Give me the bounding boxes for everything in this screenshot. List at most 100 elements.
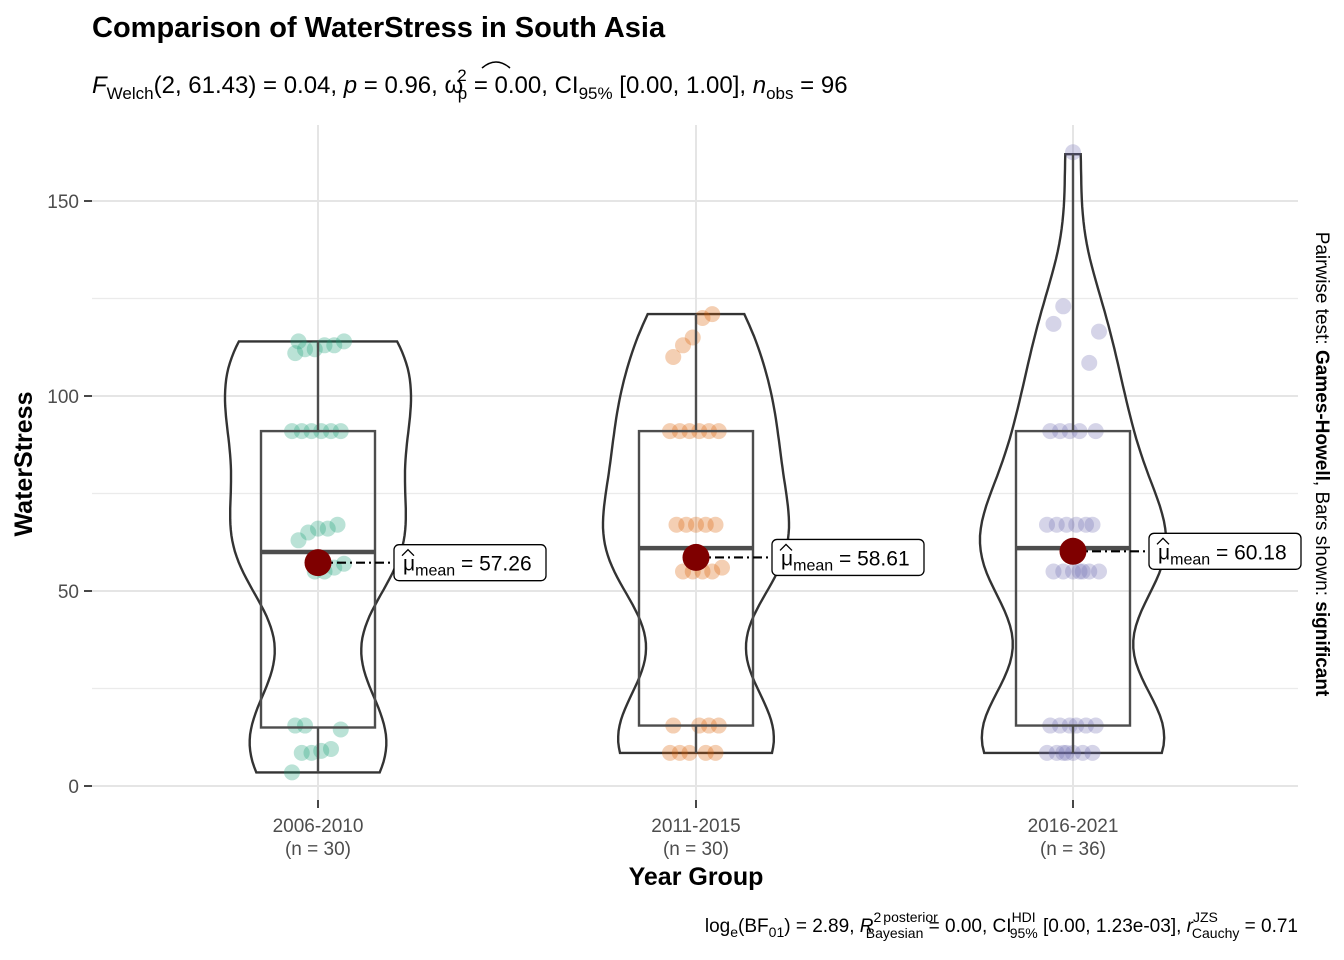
subtitle-hat-mark bbox=[481, 61, 511, 69]
data-point bbox=[1091, 323, 1107, 340]
subtitle-effect-sub: p bbox=[458, 84, 467, 103]
mean-label-box bbox=[771, 538, 925, 577]
x-tick-label: 2016-2021 bbox=[1028, 816, 1119, 837]
data-point bbox=[671, 744, 688, 761]
data-point bbox=[1071, 563, 1088, 580]
x-axis: 2006-2010(n = 30)2011-2015(n = 30)2016-2… bbox=[273, 800, 1119, 860]
data-point bbox=[300, 524, 317, 541]
data-point bbox=[1055, 744, 1072, 761]
data-point bbox=[329, 516, 346, 533]
bayes-caption: loge(BF01) = 2.89, R2 posterior Bayesian =… bbox=[705, 909, 1298, 941]
side-note-shown: significant bbox=[1311, 601, 1332, 697]
caption-e: [0.00, 1.23e-03], bbox=[1038, 916, 1187, 937]
subtitle-effect-sup: 2 bbox=[457, 66, 466, 85]
mean-label-symbol: μ bbox=[781, 547, 793, 570]
chart-title: Comparison of WaterStress in South Asia bbox=[92, 12, 666, 44]
data-point bbox=[1065, 563, 1081, 580]
mean-point bbox=[304, 549, 332, 577]
subtitle-stat-sub: Welch bbox=[107, 84, 154, 103]
data-point bbox=[1048, 744, 1065, 761]
chart-subtitle: FWelch(2, 61.43) = 0.04, p = 0.96, ω2 p =… bbox=[92, 66, 848, 103]
mean-label-hat bbox=[779, 543, 793, 551]
violin-2006-2010 bbox=[223, 340, 413, 774]
caption-d: = 0.00, CI bbox=[923, 916, 1011, 937]
data-point bbox=[297, 717, 313, 734]
subtitle-ci-sub: 95% bbox=[579, 84, 613, 103]
mean-label-hat bbox=[401, 548, 415, 557]
subtitle-p-name: p bbox=[343, 72, 357, 99]
subtitle-n-sub: obs bbox=[766, 84, 793, 103]
mean-label-hat bbox=[1156, 537, 1170, 545]
data-point bbox=[1081, 354, 1098, 371]
data-point bbox=[675, 337, 691, 354]
caption-b: (BF bbox=[738, 916, 769, 937]
side-note-prefix: Pairwise test: bbox=[1311, 232, 1332, 350]
y-tick-label: 0 bbox=[68, 777, 79, 798]
mean-label-symbol: μ bbox=[403, 553, 415, 576]
data-point bbox=[284, 764, 300, 781]
data-point bbox=[704, 306, 721, 323]
caption-d-sub: 95% bbox=[1010, 925, 1038, 941]
data-point bbox=[681, 744, 698, 761]
y-axis: 0 50 100 150 bbox=[47, 192, 92, 798]
y-axis-title: WaterStress bbox=[10, 392, 38, 537]
caption-g: = 0.71 bbox=[1239, 916, 1298, 937]
box-2016-2021 bbox=[1014, 429, 1132, 727]
side-note-middle: , Bars shown: bbox=[1311, 481, 1332, 601]
data-point bbox=[704, 563, 721, 580]
data-point bbox=[668, 516, 685, 533]
caption-f-name: r bbox=[1187, 916, 1194, 937]
mean-label-symbol: μ bbox=[1158, 541, 1170, 564]
data-point bbox=[297, 341, 313, 358]
x-axis-title: Year Group bbox=[629, 863, 764, 891]
box-2011-2015 bbox=[637, 429, 755, 727]
data-point bbox=[1068, 516, 1085, 533]
data-point bbox=[1074, 563, 1091, 580]
caption-r-sup2: posterior bbox=[883, 909, 938, 925]
data-point bbox=[1039, 516, 1055, 533]
data-point bbox=[665, 349, 682, 365]
data-point bbox=[694, 310, 711, 326]
subtitle-stat-name: F bbox=[92, 72, 108, 99]
caption-c: ) = 2.89, bbox=[784, 916, 860, 937]
data-point bbox=[688, 516, 704, 533]
caption-r-sub: Bayesian bbox=[866, 925, 924, 941]
data-point bbox=[287, 717, 304, 734]
caption-a-sub: e bbox=[730, 924, 738, 940]
data-point bbox=[1091, 563, 1107, 580]
subtitle-ci-value: [0.00, 1.00], bbox=[613, 72, 753, 99]
data-point bbox=[287, 345, 304, 362]
data-point bbox=[290, 532, 307, 549]
data-point bbox=[336, 333, 352, 350]
data-point bbox=[675, 563, 691, 580]
mean-label-value: = 57.26 bbox=[455, 553, 531, 576]
data-point bbox=[1048, 516, 1065, 533]
data-point bbox=[707, 516, 724, 533]
mean-label-box bbox=[393, 544, 547, 582]
mean-point bbox=[1059, 537, 1087, 565]
mean-label-sub: mean bbox=[793, 557, 833, 574]
data-point bbox=[1058, 744, 1075, 761]
y-tick-label: 100 bbox=[47, 387, 79, 408]
gridlines bbox=[92, 125, 1298, 800]
data-point bbox=[714, 559, 730, 576]
data-points bbox=[284, 144, 1107, 781]
y-tick-label: 150 bbox=[47, 192, 79, 213]
y-tick-label: 50 bbox=[58, 582, 79, 603]
mean-label: μmean = 60.18 bbox=[1158, 541, 1287, 568]
pairwise-side-note: Pairwise test: Games-Howell, Bars shown:… bbox=[1311, 232, 1332, 697]
subtitle-effect-name: ω bbox=[445, 72, 464, 99]
data-point bbox=[1081, 563, 1098, 580]
data-point bbox=[1045, 315, 1062, 332]
mean-label-sub: mean bbox=[1170, 551, 1210, 568]
data-point bbox=[697, 516, 714, 533]
data-point bbox=[326, 337, 343, 354]
subtitle-n-value: = 96 bbox=[794, 72, 848, 99]
data-point bbox=[310, 520, 326, 537]
mean-point bbox=[682, 543, 710, 571]
caption-r-sup: 2 bbox=[874, 909, 882, 925]
mean-label-value: = 60.18 bbox=[1210, 541, 1286, 564]
data-point bbox=[1055, 563, 1072, 580]
data-point bbox=[662, 744, 678, 761]
